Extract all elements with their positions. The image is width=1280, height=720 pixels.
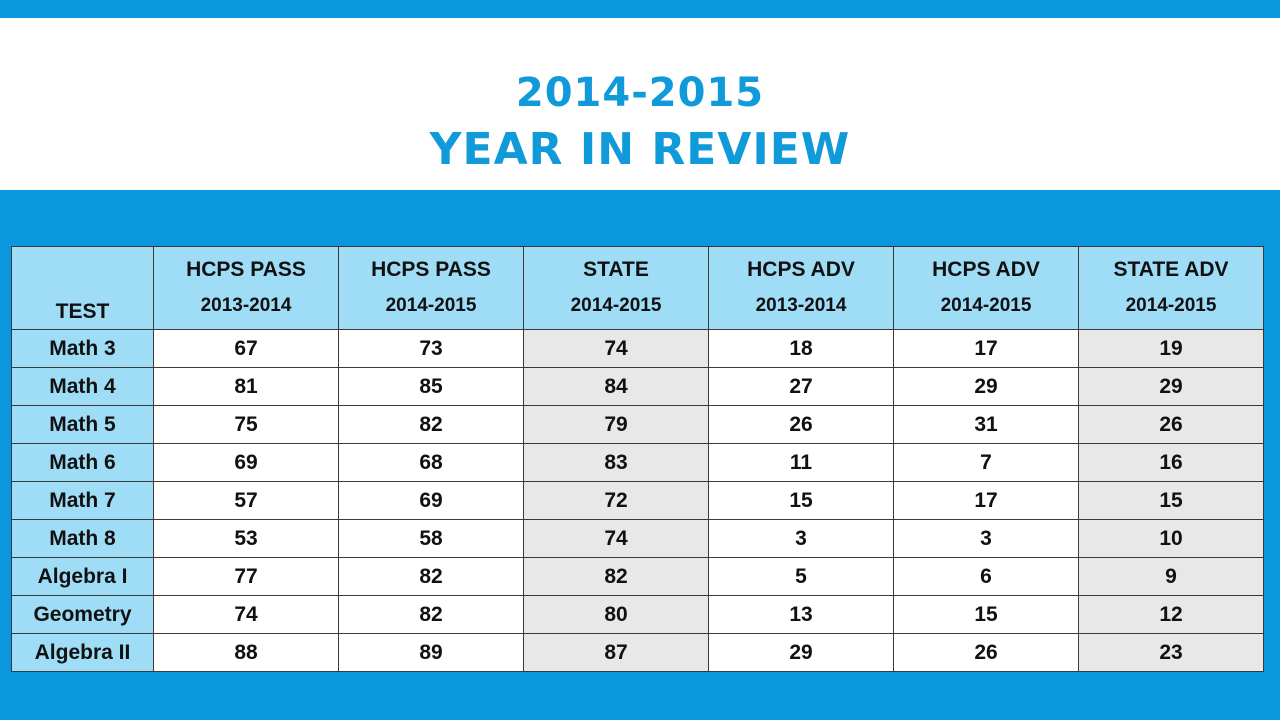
row-test-name: Geometry xyxy=(11,595,154,634)
table-cell: 82 xyxy=(338,557,524,596)
table-cell: 81 xyxy=(153,367,339,406)
table-cell: 26 xyxy=(893,633,1079,672)
table-cell: 27 xyxy=(708,367,894,406)
slide-title-year: 2014-2015 xyxy=(515,70,765,116)
column-header-label: HCPS ADV xyxy=(932,258,1040,281)
column-header-state-adv: STATE ADV 2014-2015 xyxy=(1078,246,1264,330)
row-test-name: Math 5 xyxy=(11,405,154,444)
table-cell: 88 xyxy=(153,633,339,672)
table-cell: 82 xyxy=(523,557,709,596)
table-cell: 58 xyxy=(338,519,524,558)
table-row: Math 7 57 69 72 15 17 15 xyxy=(11,481,1264,520)
column-header-year: 2013-2014 xyxy=(755,295,847,316)
table-cell: 68 xyxy=(338,443,524,482)
table-cell: 18 xyxy=(708,329,894,368)
table-cell: 31 xyxy=(893,405,1079,444)
table-row: Math 3 67 73 74 18 17 19 xyxy=(11,329,1264,368)
table-cell: 29 xyxy=(1078,367,1264,406)
table-cell: 57 xyxy=(153,481,339,520)
table-cell: 11 xyxy=(708,443,894,482)
table-cell: 74 xyxy=(523,519,709,558)
table-cell: 5 xyxy=(708,557,894,596)
column-header-label: STATE ADV xyxy=(1113,258,1229,281)
table-cell: 15 xyxy=(708,481,894,520)
column-header-label: STATE xyxy=(583,258,649,281)
table-cell: 79 xyxy=(523,405,709,444)
column-header-state: STATE 2014-2015 xyxy=(523,246,709,330)
table-row: Math 6 69 68 83 11 7 16 xyxy=(11,443,1264,482)
header-row: TEST HCPS PASS 2013-2014 HCPS PASS 2014-… xyxy=(11,246,1264,330)
table-cell: 13 xyxy=(708,595,894,634)
row-test-name: Math 3 xyxy=(11,329,154,368)
column-header-hcps-adv-2014: HCPS ADV 2014-2015 xyxy=(893,246,1079,330)
column-header-year: 2014-2015 xyxy=(385,295,477,316)
table-cell: 80 xyxy=(523,595,709,634)
table-cell: 17 xyxy=(893,329,1079,368)
table-cell: 23 xyxy=(1078,633,1264,672)
table-cell: 72 xyxy=(523,481,709,520)
table-cell: 82 xyxy=(338,405,524,444)
column-header-label: HCPS PASS xyxy=(371,258,491,281)
column-header-year: 2013-2014 xyxy=(200,295,292,316)
table-cell: 83 xyxy=(523,443,709,482)
column-header-year: 2014-2015 xyxy=(940,295,1032,316)
column-header-hcps-adv-2013: HCPS ADV 2013-2014 xyxy=(708,246,894,330)
column-header-label: HCPS PASS xyxy=(186,258,306,281)
table-cell: 10 xyxy=(1078,519,1264,558)
table-cell: 69 xyxy=(153,443,339,482)
table-cell: 73 xyxy=(338,329,524,368)
table-cell: 87 xyxy=(523,633,709,672)
table-cell: 85 xyxy=(338,367,524,406)
title-panel: 2014-2015 Year in Review xyxy=(0,18,1280,190)
table-cell: 53 xyxy=(153,519,339,558)
row-test-name: Math 8 xyxy=(11,519,154,558)
table-cell: 16 xyxy=(1078,443,1264,482)
table-cell: 26 xyxy=(708,405,894,444)
table-cell: 15 xyxy=(1078,481,1264,520)
table-cell: 9 xyxy=(1078,557,1264,596)
table-cell: 77 xyxy=(153,557,339,596)
table-cell: 69 xyxy=(338,481,524,520)
column-header-year: 2014-2015 xyxy=(570,295,662,316)
column-header-hcps-pass-2013: HCPS PASS 2013-2014 xyxy=(153,246,339,330)
table-cell: 15 xyxy=(893,595,1079,634)
table-row: Math 8 53 58 74 3 3 10 xyxy=(11,519,1264,558)
table-cell: 74 xyxy=(523,329,709,368)
table-cell: 12 xyxy=(1078,595,1264,634)
table-cell: 29 xyxy=(708,633,894,672)
row-test-name: Math 4 xyxy=(11,367,154,406)
scores-table: TEST HCPS PASS 2013-2014 HCPS PASS 2014-… xyxy=(11,246,1264,672)
table-row: Math 4 81 85 84 27 29 29 xyxy=(11,367,1264,406)
table-cell: 29 xyxy=(893,367,1079,406)
table-cell: 17 xyxy=(893,481,1079,520)
table-cell: 3 xyxy=(893,519,1079,558)
table-cell: 89 xyxy=(338,633,524,672)
row-test-name: Math 7 xyxy=(11,481,154,520)
column-header-label: TEST xyxy=(55,300,110,323)
table-cell: 3 xyxy=(708,519,894,558)
row-test-name: Math 6 xyxy=(11,443,154,482)
table-cell: 26 xyxy=(1078,405,1264,444)
column-header-label: HCPS ADV xyxy=(747,258,855,281)
table-row: Geometry 74 82 80 13 15 12 xyxy=(11,595,1264,634)
table-cell: 67 xyxy=(153,329,339,368)
table-cell: 7 xyxy=(893,443,1079,482)
column-header-year: 2014-2015 xyxy=(1125,295,1217,316)
table-cell: 6 xyxy=(893,557,1079,596)
table-row: Algebra I 77 82 82 5 6 9 xyxy=(11,557,1264,596)
slide-title: Year in Review xyxy=(429,124,851,175)
table-cell: 82 xyxy=(338,595,524,634)
table-cell: 19 xyxy=(1078,329,1264,368)
row-test-name: Algebra II xyxy=(11,633,154,672)
table-cell: 74 xyxy=(153,595,339,634)
row-test-name: Algebra I xyxy=(11,557,154,596)
table-row: Algebra II 88 89 87 29 26 23 xyxy=(11,633,1264,672)
table-cell: 84 xyxy=(523,367,709,406)
column-header-test: TEST xyxy=(11,246,154,330)
column-header-hcps-pass-2014: HCPS PASS 2014-2015 xyxy=(338,246,524,330)
table-row: Math 5 75 82 79 26 31 26 xyxy=(11,405,1264,444)
table-cell: 75 xyxy=(153,405,339,444)
